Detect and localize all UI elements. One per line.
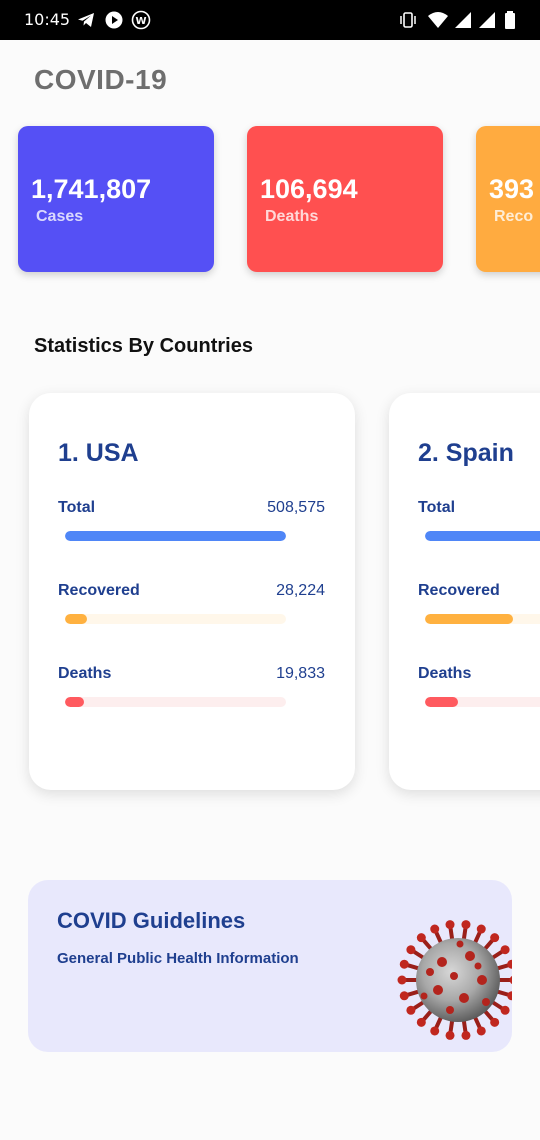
signal-icon xyxy=(479,12,495,28)
section-title: Statistics By Countries xyxy=(34,335,253,357)
wifi-icon xyxy=(428,12,448,28)
coronavirus-icon xyxy=(397,920,512,1040)
recovered-bar-fill xyxy=(425,614,514,624)
recovered-label: Recovered xyxy=(418,582,500,599)
recovered-bar xyxy=(65,614,286,624)
guidelines-subtitle: General Public Health Information xyxy=(57,950,299,967)
status-time: 10:45 xyxy=(24,10,71,29)
deaths-bar xyxy=(65,697,286,707)
status-bar: 10:45 W xyxy=(0,0,540,40)
svg-text:W: W xyxy=(135,16,146,27)
signal-icon xyxy=(455,12,471,28)
cases-count: 1,741,807 xyxy=(31,174,152,204)
deaths-label: Deaths xyxy=(265,208,319,225)
deaths-card[interactable]: 106,694 Deaths xyxy=(247,126,443,272)
countries-carousel[interactable]: 1. USA Total 508,575 Recovered 28,224 De… xyxy=(0,380,540,810)
deaths-value: 19,833 xyxy=(276,665,325,682)
guidelines-card[interactable]: COVID Guidelines General Public Health I… xyxy=(28,880,512,1052)
guidelines-title: COVID Guidelines xyxy=(57,908,246,933)
play-icon xyxy=(105,11,123,29)
total-bar-fill xyxy=(425,531,540,541)
deaths-bar-fill xyxy=(425,697,459,707)
deaths-bar xyxy=(425,697,540,707)
total-bar-fill xyxy=(65,531,286,541)
cases-card[interactable]: 1,741,807 Cases xyxy=(18,126,214,272)
total-label: Total xyxy=(418,499,456,516)
total-bar xyxy=(65,531,286,541)
deaths-label: Deaths xyxy=(418,665,472,682)
recovered-label: Recovered xyxy=(58,582,140,599)
recovered-count: 393 xyxy=(489,174,535,204)
total-bar xyxy=(425,531,540,541)
total-value: 508,575 xyxy=(267,499,325,516)
page-title: COVID-19 xyxy=(34,64,168,95)
recovered-label: Reco xyxy=(494,208,534,225)
recovered-value: 28,224 xyxy=(276,582,325,599)
country-card[interactable]: 2. Spain Total Recovered Deaths xyxy=(389,393,540,790)
deaths-count: 106,694 xyxy=(260,174,358,204)
country-name: 1. USA xyxy=(58,439,139,467)
battery-icon xyxy=(505,11,515,29)
total-label: Total xyxy=(58,499,96,516)
cases-label: Cases xyxy=(36,208,84,225)
w-app-icon: W xyxy=(131,10,151,30)
deaths-label: Deaths xyxy=(58,665,112,682)
recovered-card[interactable]: 393 Reco xyxy=(476,126,540,272)
vibrate-icon xyxy=(400,12,416,28)
country-name: 2. Spain xyxy=(418,439,514,467)
recovered-bar-fill xyxy=(65,614,88,624)
country-card[interactable]: 1. USA Total 508,575 Recovered 28,224 De… xyxy=(29,393,355,790)
telegram-icon xyxy=(78,13,94,27)
recovered-bar xyxy=(425,614,540,624)
deaths-bar-fill xyxy=(65,697,84,707)
summary-carousel[interactable]: 1,741,807 Cases 106,694 Deaths 393 Reco xyxy=(0,120,540,290)
